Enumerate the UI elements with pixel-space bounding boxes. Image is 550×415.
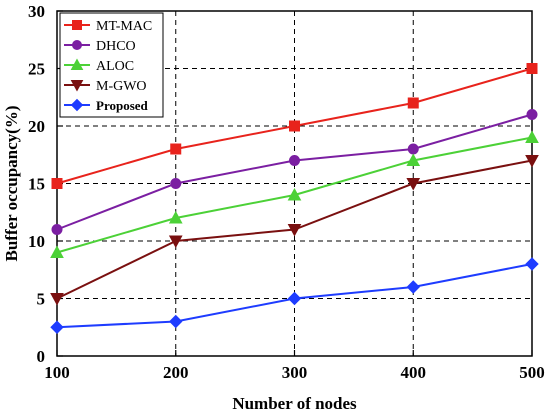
- data-point: [406, 153, 421, 166]
- data-point: [169, 314, 183, 329]
- series-mt-mac: [51, 63, 538, 189]
- x-tick-label: 400: [401, 363, 427, 382]
- data-point: [525, 130, 539, 143]
- legend-entry: Proposed: [64, 98, 149, 113]
- y-tick-label: 30: [28, 2, 45, 21]
- legend-label: ALOC: [96, 59, 134, 74]
- data-point: [50, 245, 64, 258]
- data-point: [407, 143, 419, 155]
- series-m-gwo: [50, 155, 539, 306]
- data-point: [406, 280, 420, 294]
- data-point: [525, 257, 539, 271]
- y-tick-label: 5: [37, 290, 46, 309]
- x-tick-label: 200: [163, 363, 189, 382]
- data-point: [51, 178, 63, 189]
- x-tick-label: 500: [519, 363, 545, 382]
- data-point: [289, 120, 300, 132]
- legend-marker: [70, 98, 84, 112]
- data-point: [406, 178, 421, 191]
- legend-entry: MT-MAC: [64, 19, 152, 34]
- legend-label: DHCO: [96, 39, 136, 54]
- x-axis-label: Number of nodes: [232, 394, 357, 413]
- data-point: [50, 293, 64, 306]
- axis-ticks: 100 200 300 400 500 0 5 10 15 20 25 30: [28, 2, 545, 382]
- data-point: [170, 178, 182, 189]
- y-tick-label: 25: [28, 60, 45, 79]
- data-point: [526, 109, 538, 120]
- series-aloc: [50, 130, 539, 258]
- legend-marker: [70, 80, 84, 92]
- legend-marker: [72, 40, 82, 50]
- legend-label: Proposed: [96, 98, 149, 113]
- legend-entry: DHCO: [64, 39, 136, 54]
- legend-marker: [70, 58, 84, 70]
- legend-entry: ALOC: [64, 58, 134, 74]
- data-point: [50, 320, 64, 334]
- y-tick-label: 0: [37, 347, 46, 366]
- series-layer: [50, 63, 539, 334]
- legend-label: M-GWO: [96, 79, 147, 94]
- data-point: [525, 155, 539, 168]
- data-point: [289, 155, 300, 166]
- data-point: [51, 224, 63, 235]
- y-axis-label: Buffer occupancy(%): [2, 106, 21, 262]
- legend-marker: [72, 20, 82, 30]
- data-point: [526, 63, 538, 74]
- legend-entry: M-GWO: [64, 79, 147, 94]
- x-tick-label: 300: [282, 363, 308, 382]
- legend-label: MT-MAC: [96, 19, 152, 34]
- data-point: [168, 235, 183, 249]
- data-point: [407, 97, 419, 109]
- data-point: [287, 224, 302, 237]
- x-tick-label: 100: [44, 363, 70, 382]
- data-point: [170, 143, 182, 155]
- series-proposed: [50, 257, 539, 334]
- y-tick-label: 15: [28, 175, 45, 194]
- y-tick-label: 10: [28, 232, 45, 251]
- y-tick-label: 20: [28, 117, 45, 136]
- series-dhco: [51, 109, 538, 235]
- data-point: [287, 291, 302, 306]
- data-point: [168, 210, 183, 224]
- data-point: [287, 187, 302, 201]
- legend: MT-MAC DHCO ALOC M-GWO Proposed: [59, 12, 164, 118]
